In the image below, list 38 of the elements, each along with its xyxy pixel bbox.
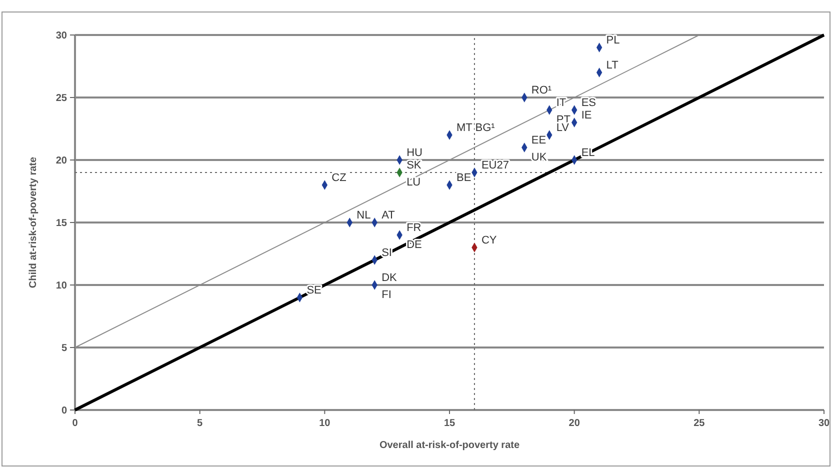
annotation: SK (406, 159, 422, 172)
x-tick-label: 5 (197, 418, 204, 429)
annotation: NL (356, 209, 371, 222)
annotation: LT (606, 59, 619, 72)
annotation: MT BG¹ (456, 122, 496, 134)
annotation: IE (581, 109, 592, 122)
x-tick-label: 20 (568, 418, 580, 429)
annotation: CZ (332, 172, 347, 184)
y-tick-label: 10 (56, 280, 68, 292)
annotation: PL (606, 34, 620, 46)
y-tick-label: 15 (56, 218, 68, 229)
annotation: SI (382, 246, 392, 259)
y-tick-label: 30 (56, 30, 68, 42)
annotation: LU (406, 176, 421, 188)
annotation: DE (406, 238, 422, 251)
y-tick-label: 0 (61, 406, 68, 416)
y-axis-title: Child at-risk-of-poverty rate (28, 156, 39, 288)
annotation: RO¹ (531, 84, 552, 96)
annotation: EL (581, 146, 595, 159)
annotation: FI (382, 288, 392, 301)
annotation: BE (456, 172, 472, 184)
x-tick-label: 10 (319, 418, 331, 429)
annotation: CY (481, 234, 498, 246)
x-axis-title: Overall at-risk-of-poverty rate (379, 440, 520, 451)
annotation: EU27 (481, 159, 509, 172)
annotation: HU (406, 146, 423, 159)
y-tick-label: 25 (56, 93, 68, 104)
x-tick-label: 0 (72, 418, 78, 429)
annotation: EE (531, 134, 546, 146)
annotation: FR (406, 222, 422, 234)
annotation: DK (382, 272, 398, 284)
y-tick-label: 20 (56, 156, 68, 166)
annotation: AT (382, 209, 396, 222)
x-tick-label: 25 (694, 418, 706, 429)
x-tick-label: 15 (444, 418, 456, 429)
annotation: ES (581, 96, 596, 109)
y-tick-label: 5 (61, 343, 68, 354)
x-tick-label: 30 (818, 418, 830, 429)
